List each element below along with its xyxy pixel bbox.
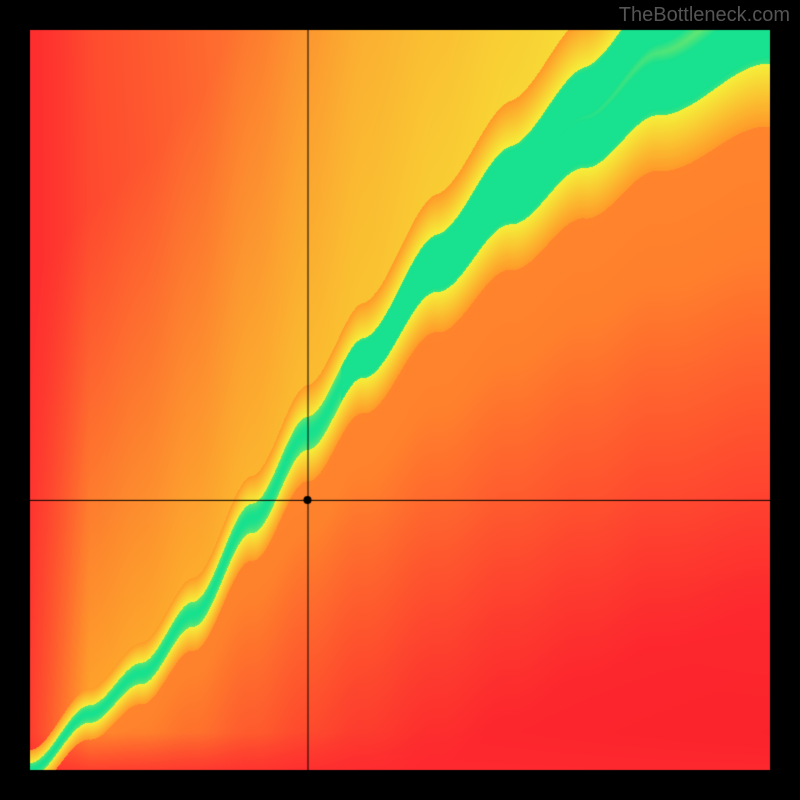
chart-root: TheBottleneck.com [0, 0, 800, 800]
heatmap-canvas [0, 0, 800, 800]
watermark-text: TheBottleneck.com [619, 4, 790, 27]
